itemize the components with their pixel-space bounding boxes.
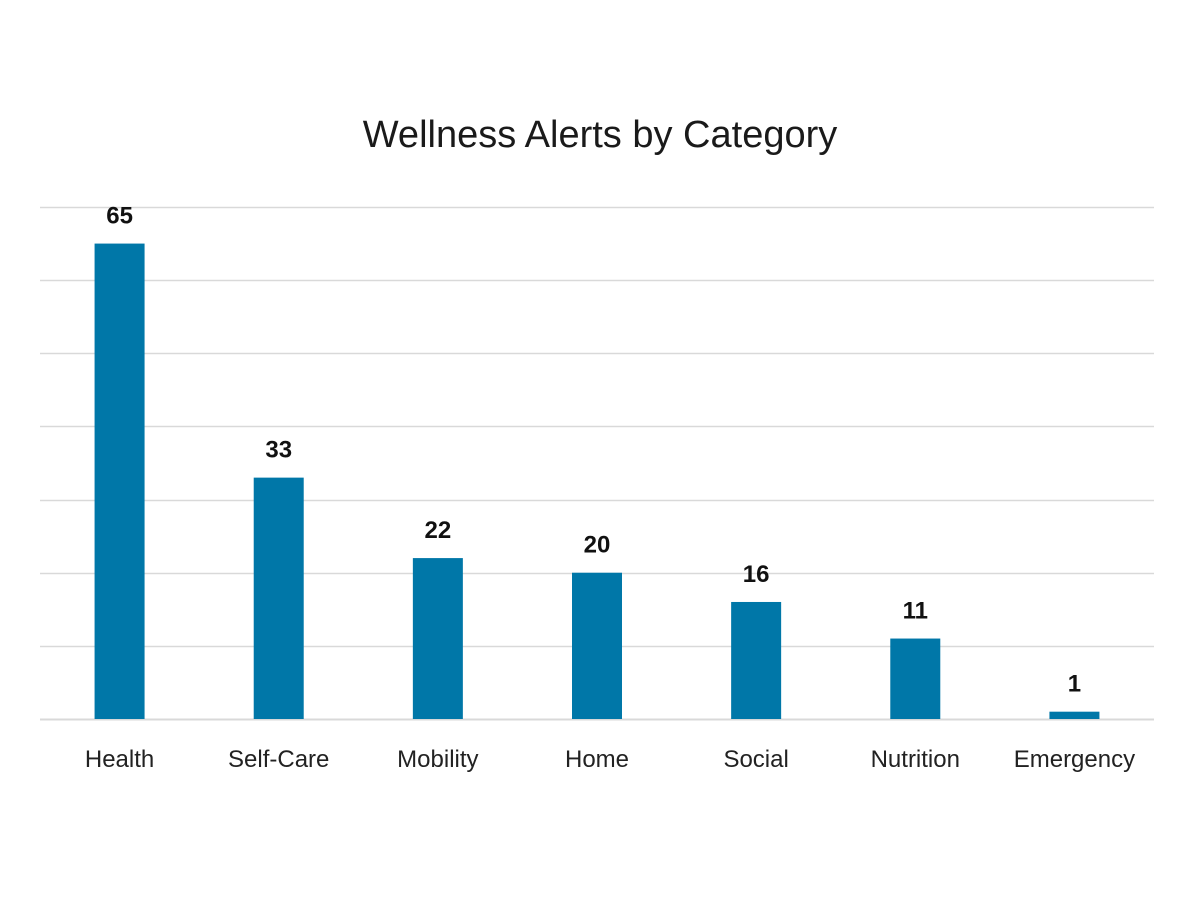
x-tick-label: Social	[723, 746, 788, 773]
x-tick-label: Mobility	[397, 746, 478, 773]
bars	[94, 243, 1100, 720]
data-label: 1	[1068, 671, 1081, 698]
x-tick-label: Home	[565, 746, 629, 773]
bar-self-care	[253, 477, 304, 719]
x-tick-label: Health	[85, 746, 154, 773]
data-label: 22	[425, 517, 452, 544]
x-tick-label: Nutrition	[871, 746, 960, 773]
bar-social	[731, 601, 782, 719]
bar-health	[94, 243, 145, 720]
bar-home	[572, 572, 622, 719]
data-label: 65	[106, 203, 133, 230]
x-tick-label: Emergency	[1014, 746, 1135, 773]
x-axis-tick-labels: Health Self-Care Mobility Home Social Nutriti…	[85, 746, 1135, 773]
x-tick-label: Self-Care	[228, 746, 329, 773]
data-label: 20	[584, 532, 611, 559]
bar-nutrition	[890, 638, 941, 719]
bar-mobility	[412, 558, 463, 719]
data-label: 16	[743, 561, 770, 588]
bar-emergency	[1049, 711, 1100, 719]
data-label: 11	[903, 598, 928, 625]
data-label: 33	[265, 437, 292, 464]
chart-title: Wellness Alerts by Category	[362, 114, 838, 156]
